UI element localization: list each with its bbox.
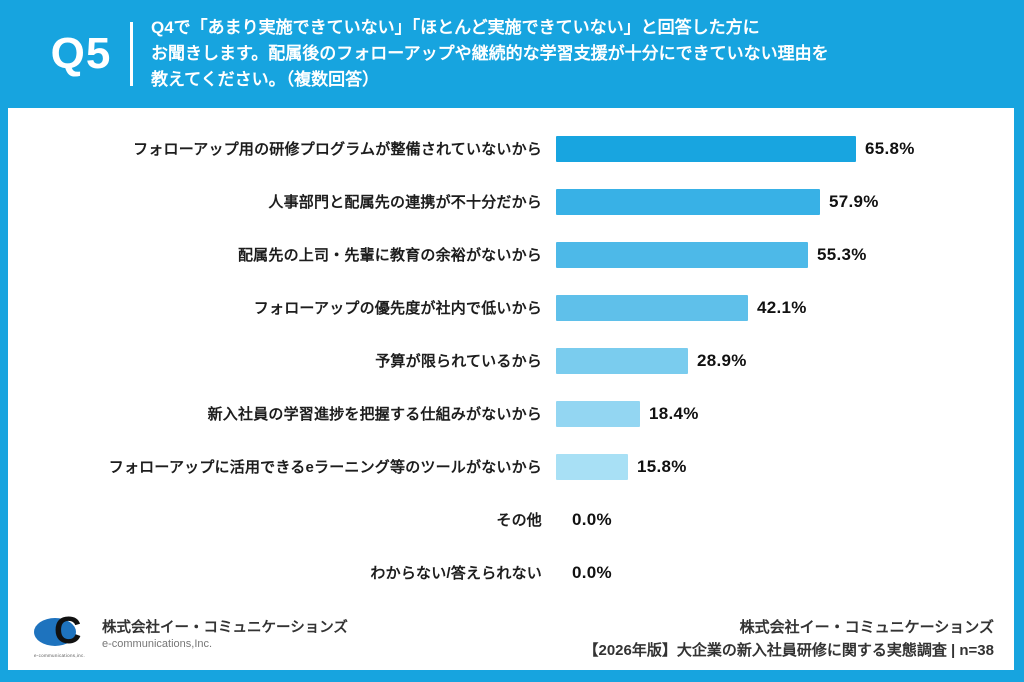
bar-category-label: 新入社員の学習進捗を把握する仕組みがないから bbox=[207, 406, 542, 423]
question-line-2: お聞きします。配属後のフォローアップや継続的な学習支援が十分にできていない理由を bbox=[151, 44, 829, 63]
footer-source-block: 株式会社イー・コミュニケーションズ 【2026年版】大企業の新入社員研修に関する… bbox=[583, 616, 994, 662]
question-number-badge: Q5 bbox=[50, 29, 112, 78]
bar-category-label: 配属先の上司・先輩に教育の余裕がないから bbox=[237, 247, 542, 264]
chart-row: フォローアップ用の研修プログラムが整備されていないから 65.8% bbox=[8, 122, 1014, 175]
question-line-3: 教えてください。（複数回答） bbox=[151, 70, 380, 89]
chart-row: フォローアップの優先度が社内で低いから 42.1% bbox=[8, 281, 1014, 334]
footer-logo-block: C e-communications,inc. 株式会社イー・コミュニケーション… bbox=[34, 612, 348, 658]
bar bbox=[556, 188, 820, 215]
logo-letter: C bbox=[54, 610, 82, 652]
chart-row: 新入社員の学習進捗を把握する仕組みがないから 18.4% bbox=[8, 387, 1014, 440]
chart-row: フォローアップに活用できるeラーニング等のツールがないから 15.8% bbox=[8, 440, 1014, 493]
bar-category-label: フォローアップの優先度が社内で低いから bbox=[253, 300, 542, 317]
question-text: Q4で「あまり実施できていない」「ほとんど実施できていない」と回答した方に お聞… bbox=[151, 15, 829, 93]
footer-source-line-2: 【2026年版】大企業の新入社員研修に関する実態調査 | n=38 bbox=[583, 642, 994, 659]
bar-value-label: 0.0% bbox=[572, 562, 612, 582]
logo-ellipse-icon bbox=[34, 618, 76, 646]
bar bbox=[556, 347, 688, 374]
chart-row: わからない/答えられない 0.0% bbox=[8, 546, 1014, 599]
bar-value-label: 57.9% bbox=[829, 191, 879, 211]
chart-row: 配属先の上司・先輩に教育の余裕がないから 55.3% bbox=[8, 228, 1014, 281]
bar-category-label: わからない/答えられない bbox=[370, 565, 542, 582]
footer-company-name-en: e-communications,Inc. bbox=[102, 638, 213, 650]
chart-row: 予算が限られているから 28.9% bbox=[8, 334, 1014, 387]
bar-category-label: フォローアップ用の研修プログラムが整備されていないから bbox=[133, 141, 542, 158]
bar-category-label: 予算が限られているから bbox=[375, 353, 542, 370]
bar-category-label: 人事部門と配属先の連携が不十分だから bbox=[268, 194, 542, 211]
bar-value-label: 55.3% bbox=[817, 244, 867, 264]
footer-source-line-1: 株式会社イー・コミュニケーションズ bbox=[739, 619, 994, 636]
bar bbox=[556, 135, 856, 162]
bar bbox=[556, 241, 808, 268]
content-area: フォローアップ用の研修プログラムが整備されていないから 65.8% 人事部門と配属先… bbox=[8, 108, 1014, 670]
company-logo-icon: C e-communications,inc. bbox=[34, 612, 92, 658]
bar-value-label: 18.4% bbox=[649, 403, 699, 423]
chart-row: その他 0.0% bbox=[8, 493, 1014, 546]
bar-value-label: 0.0% bbox=[572, 509, 612, 529]
bar-value-label: 15.8% bbox=[637, 456, 687, 476]
chart-row: 人事部門と配属先の連携が不十分だから 57.9% bbox=[8, 175, 1014, 228]
bar-value-label: 28.9% bbox=[697, 350, 747, 370]
bar bbox=[556, 453, 628, 480]
bar-category-label: フォローアップに活用できるeラーニング等のツールがないから bbox=[108, 459, 542, 476]
bar-value-label: 42.1% bbox=[757, 297, 807, 317]
bar-value-label: 65.8% bbox=[865, 138, 915, 158]
logo-text-block: 株式会社イー・コミュニケーションズ e-communications,Inc. bbox=[102, 619, 348, 651]
bar-category-label: その他 bbox=[496, 512, 542, 529]
bar bbox=[556, 294, 748, 321]
footer-company-name: 株式会社イー・コミュニケーションズ bbox=[102, 620, 348, 636]
bar bbox=[556, 400, 640, 427]
question-line-1: Q4で「あまり実施できていない」「ほとんど実施できていない」と回答した方に bbox=[151, 18, 760, 37]
logo-tiny-caption: e-communications,inc. bbox=[34, 653, 86, 658]
bar-chart: フォローアップ用の研修プログラムが整備されていないから 65.8% 人事部門と配属先… bbox=[8, 122, 1014, 599]
header-divider bbox=[130, 22, 133, 86]
header: Q5 Q4で「あまり実施できていない」「ほとんど実施できていない」と回答した方に… bbox=[0, 0, 1024, 108]
